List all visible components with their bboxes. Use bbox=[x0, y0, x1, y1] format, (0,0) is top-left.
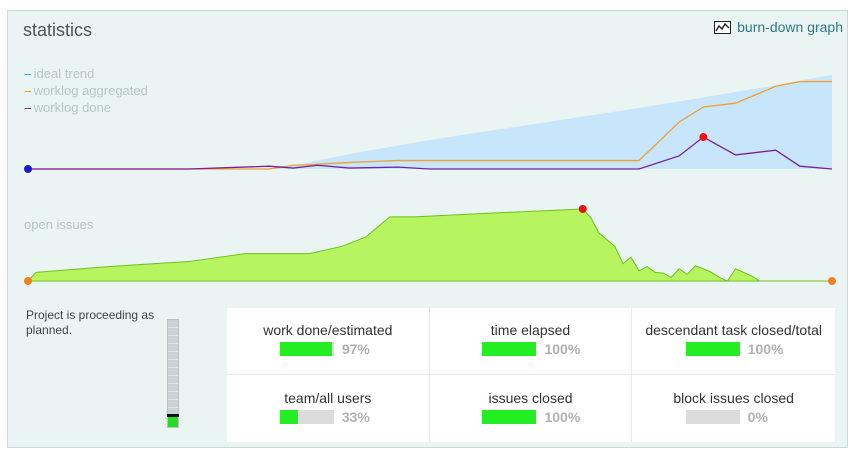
stat-bar-fill bbox=[279, 342, 333, 356]
stat-descendant-tasks: descendant task closed/total 100% bbox=[632, 308, 835, 375]
open-issues-label: open issues bbox=[24, 217, 94, 232]
statistics-panel: statistics burn-down graph -- ideal tren… bbox=[7, 10, 848, 448]
open-issues-peak-point bbox=[578, 205, 587, 213]
stat-label: team/all users bbox=[284, 390, 372, 406]
stat-percent: 33% bbox=[341, 409, 370, 425]
line-chart-icon bbox=[714, 20, 732, 34]
burndown-graph-label: burn-down graph bbox=[737, 19, 843, 35]
stat-percent: 100% bbox=[544, 341, 581, 357]
stat-issues-closed: issues closed 100% bbox=[430, 375, 633, 442]
stat-label: block issues closed bbox=[673, 390, 794, 406]
burndown-charts bbox=[24, 75, 836, 285]
stat-bar bbox=[279, 410, 334, 424]
legend-item-worklog-aggregated: -- worklog aggregated bbox=[24, 82, 148, 99]
legend-label: worklog aggregated bbox=[33, 83, 148, 98]
stat-block-issues: block issues closed 0% bbox=[632, 375, 835, 442]
progress-gauge bbox=[167, 319, 179, 428]
legend-item-worklog-done: -- worklog done bbox=[24, 99, 148, 116]
open-issues-start-point bbox=[24, 277, 32, 285]
stat-percent: 100% bbox=[747, 341, 784, 357]
stat-bar-fill bbox=[279, 410, 298, 424]
burndown-graph-link[interactable]: burn-down graph bbox=[714, 19, 843, 35]
stat-label: descendant task closed/total bbox=[645, 322, 822, 338]
stat-label: issues closed bbox=[488, 390, 573, 406]
ideal-trend-area bbox=[28, 75, 832, 169]
open-issues-area bbox=[26, 208, 832, 282]
stat-bar bbox=[482, 410, 537, 424]
stat-label: work done/estimated bbox=[263, 322, 393, 338]
legend-label: ideal trend bbox=[33, 66, 95, 81]
stats-grid: work done/estimated 97% time elapsed 100… bbox=[227, 308, 835, 442]
open-issues-end-point bbox=[828, 277, 836, 285]
stat-bar bbox=[685, 342, 740, 356]
ideal-trend-swatch: -- bbox=[24, 66, 32, 81]
legend-label: worklog done bbox=[33, 100, 111, 115]
stat-percent: 0% bbox=[747, 409, 768, 425]
stat-bar bbox=[685, 410, 740, 424]
stat-percent: 97% bbox=[341, 341, 370, 357]
legend-item-ideal-trend: -- ideal trend bbox=[24, 65, 148, 82]
chart-legend: -- ideal trend -- worklog aggregated -- … bbox=[24, 65, 148, 116]
stat-bar-fill bbox=[482, 410, 537, 424]
stat-bar-fill bbox=[685, 342, 740, 356]
project-status-message: Project is proceeding as planned. bbox=[26, 308, 155, 337]
stat-team-users: team/all users 33% bbox=[227, 375, 430, 442]
stat-bar-fill bbox=[482, 342, 537, 356]
gauge-marker bbox=[167, 414, 179, 418]
worklog-done-line bbox=[28, 136, 833, 170]
worklog-done-swatch: -- bbox=[24, 100, 32, 115]
panel-title: statistics bbox=[23, 20, 93, 40]
stat-bar bbox=[482, 342, 537, 356]
stat-bar bbox=[279, 342, 334, 356]
gauge-fill bbox=[168, 417, 178, 427]
stat-percent: 100% bbox=[544, 409, 581, 425]
worklog-done-peak-point bbox=[699, 133, 708, 142]
chart-start-point bbox=[24, 165, 32, 173]
worklog-aggregated-swatch: -- bbox=[24, 83, 32, 98]
stat-work-done: work done/estimated 97% bbox=[227, 308, 430, 375]
stat-label: time elapsed bbox=[490, 322, 571, 338]
worklog-aggregated-line bbox=[28, 80, 832, 170]
stat-time-elapsed: time elapsed 100% bbox=[429, 308, 633, 375]
